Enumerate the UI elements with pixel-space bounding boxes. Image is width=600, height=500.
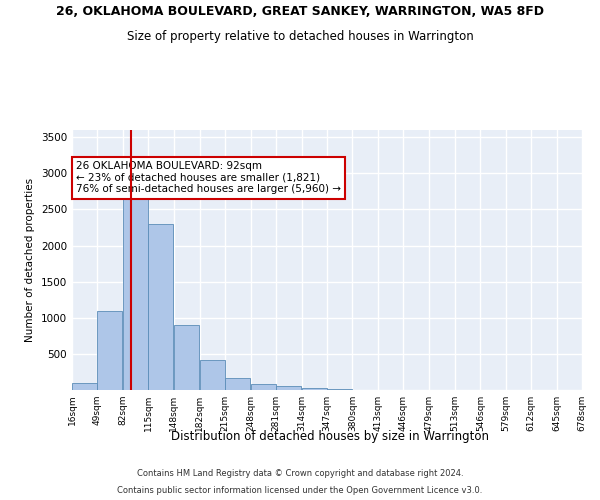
Bar — [72, 383, 97, 390]
Text: 26 OKLAHOMA BOULEVARD: 92sqm
← 23% of detached houses are smaller (1,821)
76% of: 26 OKLAHOMA BOULEVARD: 92sqm ← 23% of de… — [76, 161, 341, 194]
Bar — [123, 192, 148, 390]
Bar — [200, 360, 225, 390]
Bar — [173, 325, 199, 390]
Bar — [226, 378, 250, 390]
Y-axis label: Number of detached properties: Number of detached properties — [25, 178, 35, 342]
Bar — [97, 310, 122, 390]
Text: Distribution of detached houses by size in Warrington: Distribution of detached houses by size … — [171, 430, 489, 443]
Text: Contains public sector information licensed under the Open Government Licence v3: Contains public sector information licen… — [118, 486, 482, 495]
Text: 26, OKLAHOMA BOULEVARD, GREAT SANKEY, WARRINGTON, WA5 8FD: 26, OKLAHOMA BOULEVARD, GREAT SANKEY, WA… — [56, 5, 544, 18]
Bar — [251, 384, 276, 390]
Bar — [302, 388, 326, 390]
Text: Size of property relative to detached houses in Warrington: Size of property relative to detached ho… — [127, 30, 473, 43]
Bar — [148, 224, 173, 390]
Text: Contains HM Land Registry data © Crown copyright and database right 2024.: Contains HM Land Registry data © Crown c… — [137, 468, 463, 477]
Bar — [276, 386, 301, 390]
